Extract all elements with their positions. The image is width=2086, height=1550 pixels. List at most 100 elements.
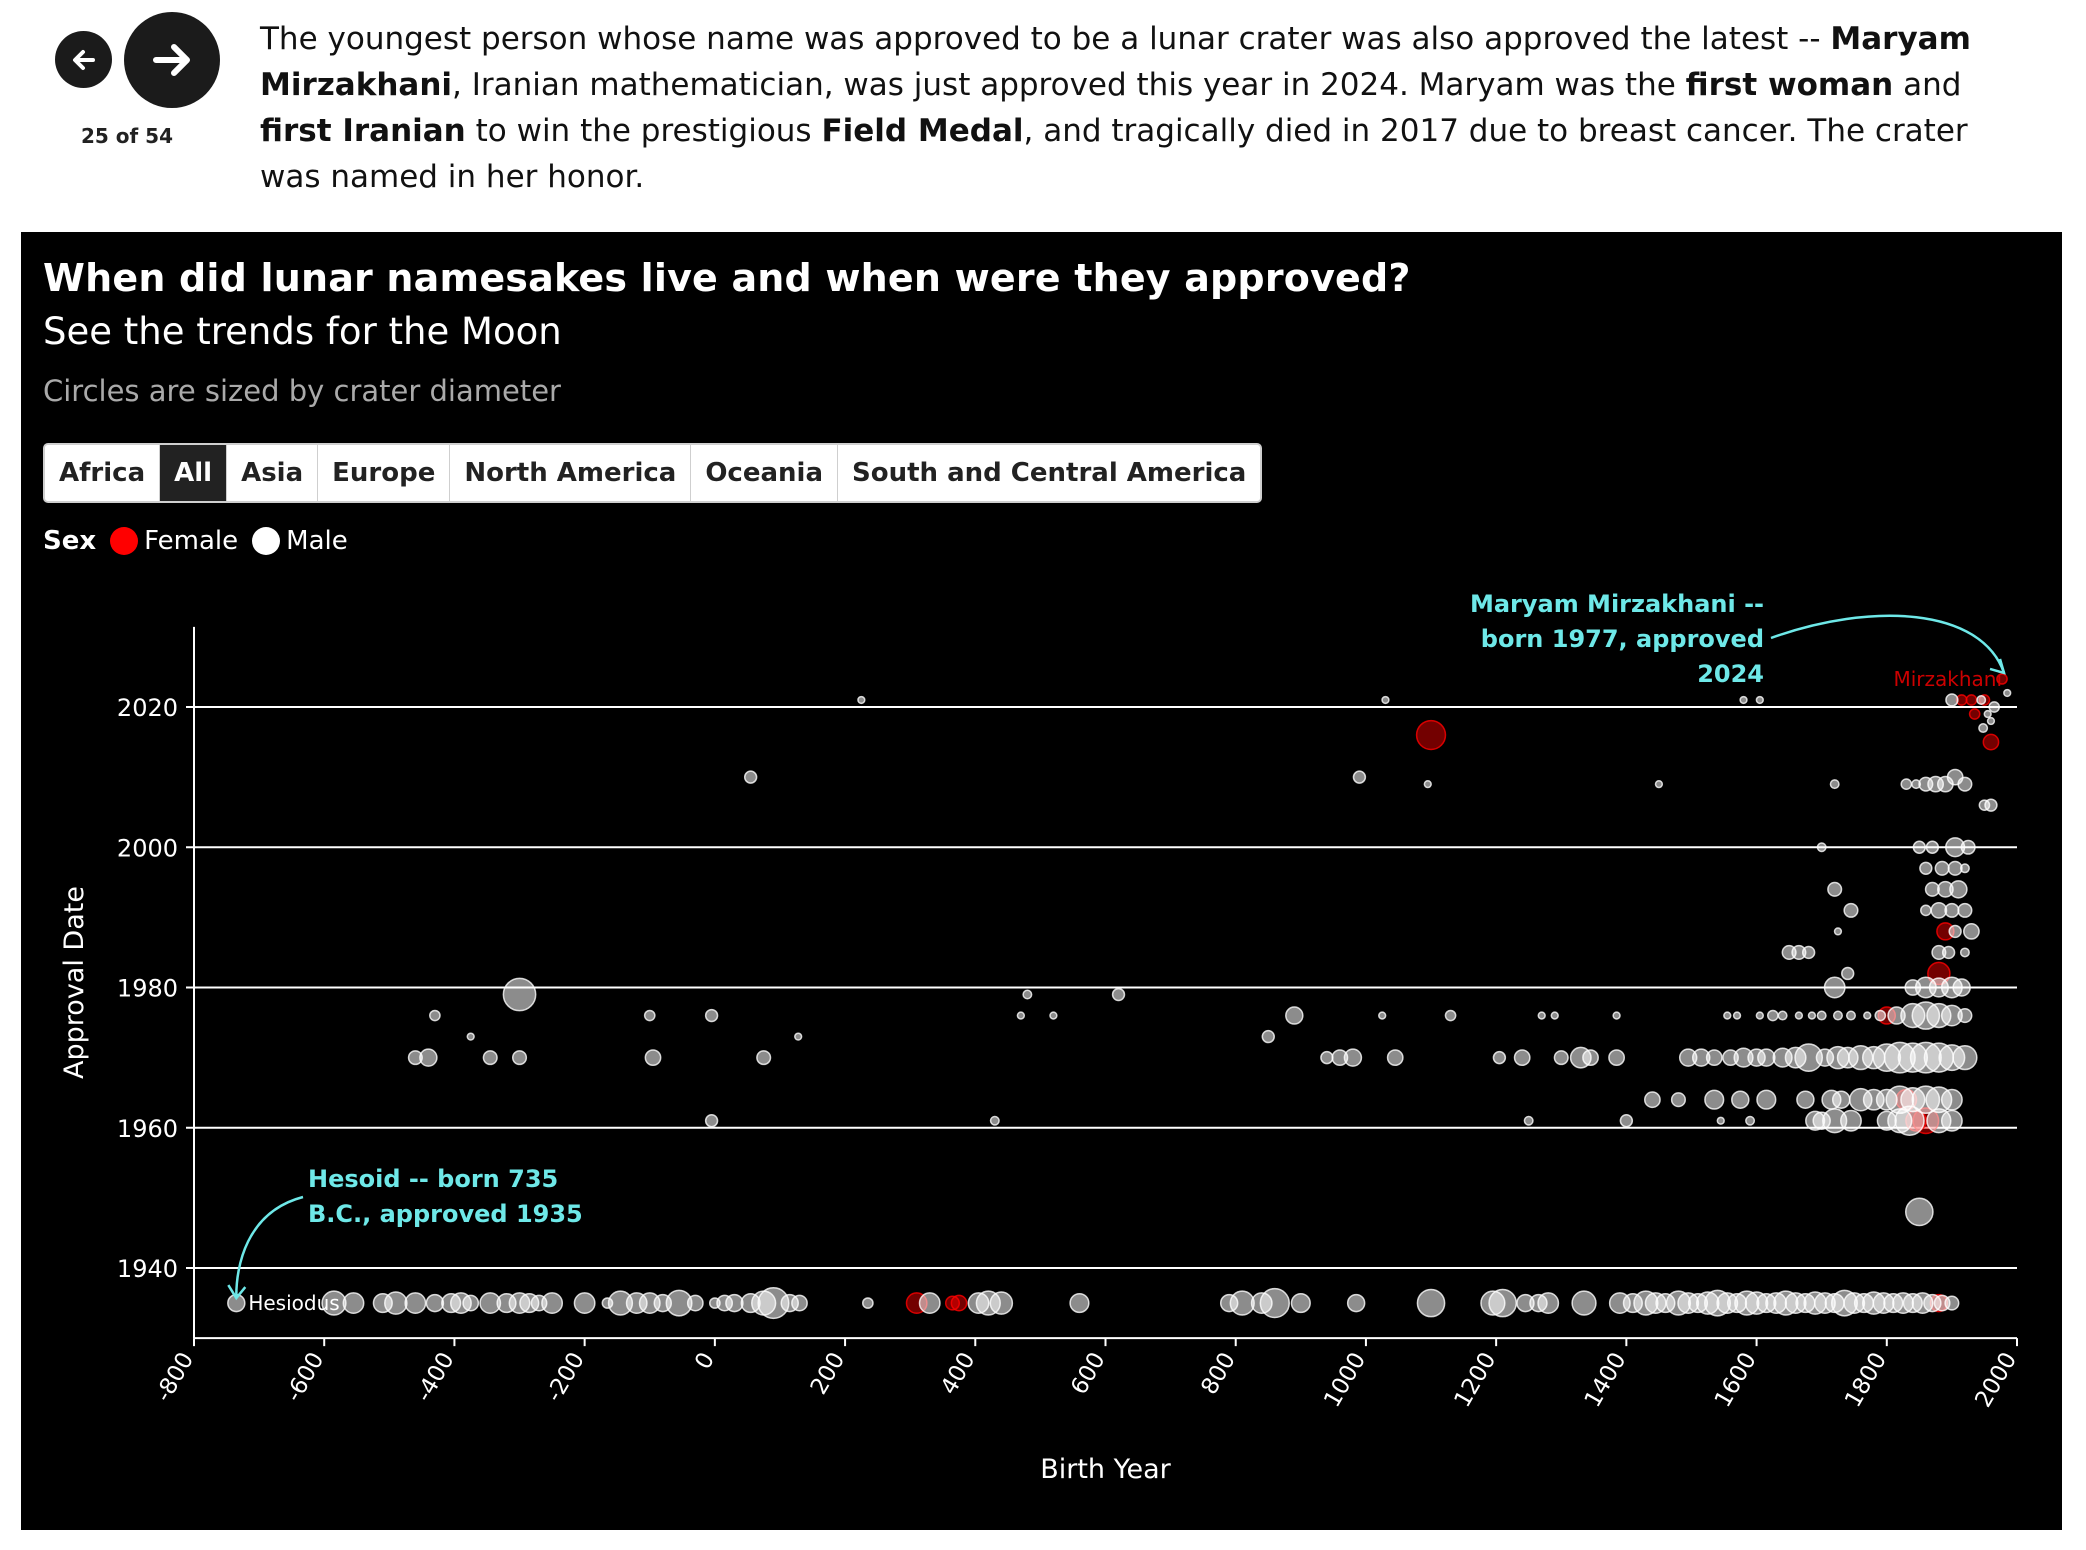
y-tick-label: 1980 xyxy=(117,975,178,1003)
male-point xyxy=(1285,1006,1304,1025)
male-point xyxy=(1930,901,1948,919)
male-point xyxy=(1378,1011,1387,1020)
tab-asia[interactable]: Asia xyxy=(227,445,319,501)
male-point xyxy=(429,1009,441,1022)
male-point xyxy=(1537,1292,1560,1315)
male-point xyxy=(756,1050,772,1066)
x-tick-label: 1400 xyxy=(1580,1348,1632,1412)
male-point xyxy=(1957,776,1973,792)
annotation-arrowhead-hesiodus xyxy=(227,1284,247,1301)
intro-emphasis: first woman xyxy=(1685,67,1894,103)
legend-text-male: Male xyxy=(286,526,348,556)
annotation-hesiodus-line: Hesoid -- born 735 xyxy=(308,1165,558,1193)
male-point xyxy=(1919,861,1933,875)
male-point xyxy=(1912,840,1927,854)
legend-dot-male xyxy=(252,527,281,555)
male-point xyxy=(1904,1197,1934,1227)
male-point xyxy=(1654,779,1664,789)
annotation-mirzakhani-line: born 1977, approved xyxy=(1481,625,1764,653)
tab-oceania[interactable]: Oceania xyxy=(691,445,838,501)
male-point xyxy=(1823,976,1846,999)
y-tick-label: 1940 xyxy=(117,1255,178,1283)
male-point xyxy=(989,1115,1000,1126)
male-point xyxy=(1732,1011,1742,1020)
male-point xyxy=(462,1294,480,1312)
x-tick-label: 1200 xyxy=(1450,1348,1502,1412)
male-point xyxy=(466,1032,475,1041)
male-point xyxy=(1619,1114,1634,1128)
tab-all[interactable]: All xyxy=(160,445,228,501)
male-point xyxy=(1755,1011,1764,1020)
annotation-mirzakhani-line: Maryam Mirzakhani -- xyxy=(1470,590,1764,618)
male-point xyxy=(1259,1287,1290,1319)
y-tick-label: 2020 xyxy=(117,694,178,722)
male-point xyxy=(918,1292,941,1315)
female-point xyxy=(1996,673,2008,685)
previous-button[interactable] xyxy=(55,31,112,88)
male-point xyxy=(1261,1029,1275,1044)
male-point xyxy=(1381,695,1390,705)
male-point xyxy=(1416,1288,1446,1318)
chart-subtitle: See the trends for the Moon xyxy=(43,310,562,353)
male-point xyxy=(862,1297,874,1309)
male-point xyxy=(1840,1109,1862,1132)
male-point xyxy=(1756,1089,1777,1110)
annotation-mirzakhani-line: 2024 xyxy=(1697,660,1764,688)
male-point xyxy=(643,1009,656,1022)
male-point xyxy=(1944,902,1960,918)
x-tick-label: 1600 xyxy=(1710,1348,1762,1412)
legend-text-female: Female xyxy=(144,526,239,556)
tab-europe[interactable]: Europe xyxy=(318,445,451,501)
x-tick-label: 2000 xyxy=(1970,1348,2022,1412)
male-point xyxy=(1807,1011,1817,1020)
male-point xyxy=(1582,1049,1599,1067)
male-point xyxy=(1984,798,1998,812)
intro-emphasis: first Iranian xyxy=(260,113,466,149)
male-point xyxy=(1940,1109,1963,1132)
male-point xyxy=(1492,1050,1507,1065)
male-point xyxy=(1874,1009,1887,1022)
intro-segment: , Iranian mathematician, was just approv… xyxy=(452,67,1686,103)
male-point xyxy=(1745,1115,1756,1126)
male-point xyxy=(1959,947,1970,958)
next-button[interactable] xyxy=(124,12,220,108)
intro-segment: and xyxy=(1893,67,1962,103)
x-tick-label: -600 xyxy=(281,1348,330,1406)
legend-label: Sex xyxy=(43,526,97,556)
male-point xyxy=(1723,1011,1732,1020)
male-point xyxy=(1290,1292,1311,1314)
x-tick-label: 800 xyxy=(1196,1348,1240,1399)
male-point xyxy=(1934,860,1950,876)
male-point xyxy=(1757,1048,1776,1067)
male-point xyxy=(1947,860,1963,876)
intro-segment: The youngest person whose name was appro… xyxy=(260,21,1831,57)
region-filter-tabs: Africa All Asia Europe North America Oceania S… xyxy=(43,443,1263,503)
male-point xyxy=(1827,881,1843,897)
male-point xyxy=(1111,987,1126,1002)
chart-panel: When did lunar namesakes live and when w… xyxy=(21,232,2062,1530)
annotation-arrow-mirzakhani xyxy=(1770,614,2006,674)
male-point xyxy=(1796,1090,1815,1109)
male-point xyxy=(1386,1049,1404,1067)
page-counter: 25 of 54 xyxy=(80,124,174,148)
male-point xyxy=(1488,1288,1518,1318)
tab-south-and-central-america[interactable]: South and Central America xyxy=(838,445,1261,501)
male-point xyxy=(1644,1091,1661,1109)
male-point xyxy=(743,770,758,784)
male-point xyxy=(1801,945,1816,960)
female-point xyxy=(1982,733,2000,751)
tab-north-america[interactable]: North America xyxy=(450,445,692,501)
point-label-mirzakhani: Mirzakhani xyxy=(1893,667,2002,691)
male-point xyxy=(1948,924,1962,939)
chart-note: Circles are sized by crater diameter xyxy=(43,374,561,408)
male-point xyxy=(1952,1044,1978,1071)
male-point xyxy=(419,1048,438,1067)
male-point xyxy=(1523,1115,1534,1126)
male-point xyxy=(1537,1011,1546,1020)
male-point xyxy=(1550,1011,1559,1020)
male-point xyxy=(1843,902,1859,918)
male-point xyxy=(1941,945,1956,960)
male-point xyxy=(1963,923,1980,940)
male-point xyxy=(1794,1011,1804,1020)
tab-africa[interactable]: Africa xyxy=(45,445,161,501)
